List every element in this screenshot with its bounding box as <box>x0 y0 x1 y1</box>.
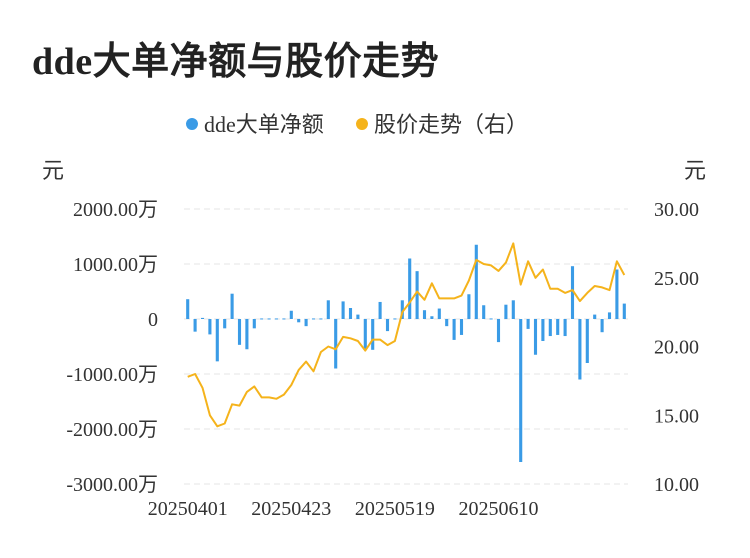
dde-bar <box>533 319 538 355</box>
dde-bar <box>260 318 264 320</box>
legend: dde大单净额 股价走势（右） <box>186 112 528 137</box>
dde-bar <box>482 305 486 319</box>
dde-bar <box>304 319 308 327</box>
dde-bar <box>585 319 589 363</box>
right-tick-label: 25.00 <box>654 268 699 290</box>
dde-bar <box>186 299 190 319</box>
dde-bar <box>311 318 316 320</box>
dde-bar <box>437 308 441 319</box>
legend-label-dde: dde大单净额 <box>204 112 324 137</box>
dde-bar <box>245 319 249 350</box>
left-tick-label: 2000.00万 <box>73 199 158 221</box>
dde-bar <box>563 319 567 337</box>
dde-bar <box>400 300 404 319</box>
dde-bar <box>452 319 456 340</box>
dde-bar <box>415 271 419 319</box>
dde-bar <box>600 319 604 333</box>
dde-bar <box>267 318 271 320</box>
legend-marker-dde <box>186 118 198 130</box>
dde-bar <box>474 244 478 319</box>
dde-bar <box>504 304 508 319</box>
dde-bar <box>570 266 575 319</box>
dde-bar <box>274 318 279 320</box>
dde-bar <box>193 319 197 332</box>
chart-title: dde大单净额与股价走势 <box>32 41 440 83</box>
x-tick-label: 20250423 <box>251 498 331 520</box>
dde-bars <box>186 244 626 462</box>
dde-bar <box>223 319 227 329</box>
dde-bar <box>496 319 501 343</box>
price-line-group <box>187 242 626 428</box>
dde-bar <box>519 319 523 462</box>
dde-bar <box>348 308 353 319</box>
dde-bar <box>385 319 390 332</box>
dde-bar <box>334 319 338 369</box>
dde-bar <box>200 317 205 319</box>
dde-bar <box>378 301 382 319</box>
dde-bar <box>326 300 330 319</box>
dde-bar <box>548 319 552 337</box>
dde-bar <box>208 319 212 335</box>
dde-bar <box>578 319 582 380</box>
right-axis-ticks: 30.00 25.00 20.00 15.00 10.00 <box>654 199 699 496</box>
dde-bar <box>489 318 493 320</box>
legend-label-price: 股价走势（右） <box>374 112 528 137</box>
right-tick-label: 30.00 <box>654 199 699 221</box>
left-tick-label: 1000.00万 <box>73 254 158 276</box>
left-axis-ticks: 2000.00万 1000.00万 0 -1000.00万 -2000.00万 -3000… <box>66 199 158 496</box>
right-tick-label: 20.00 <box>654 337 699 359</box>
dde-bar <box>363 319 367 350</box>
x-tick-label: 20250610 <box>459 498 539 520</box>
dde-bar <box>289 310 293 319</box>
dde-bar <box>607 312 612 319</box>
left-tick-label: -2000.00万 <box>66 419 158 441</box>
dde-bar <box>556 319 560 335</box>
dde-bar <box>356 314 360 319</box>
dde-bar <box>408 258 412 319</box>
legend-marker-price <box>356 118 368 130</box>
dde-bar <box>445 319 449 327</box>
dde-bar <box>422 310 427 319</box>
dde-bar <box>297 319 301 323</box>
right-tick-label: 10.00 <box>654 474 699 496</box>
dde-bar <box>511 300 515 319</box>
dde-bar <box>371 319 375 350</box>
left-tick-label: 0 <box>148 309 158 331</box>
left-tick-label: -3000.00万 <box>66 474 158 496</box>
x-tick-label: 20250401 <box>148 498 228 520</box>
dde-bar <box>526 319 530 329</box>
dde-bar <box>467 294 471 319</box>
dde-bar <box>215 319 219 362</box>
dde-bar <box>252 319 256 329</box>
x-tick-label: 20250519 <box>355 498 435 520</box>
dde-bar <box>393 318 397 320</box>
dde-bar <box>282 318 286 320</box>
dde-bar <box>237 319 242 345</box>
dde-bar <box>541 319 545 341</box>
dde-bar <box>230 293 234 319</box>
right-axis-unit: 元 <box>684 158 706 183</box>
dde-bar <box>430 316 434 319</box>
gridlines <box>184 208 628 485</box>
price-line <box>187 242 626 428</box>
dde-bar <box>319 318 323 320</box>
dde-bar <box>615 269 619 319</box>
dde-bar <box>459 319 464 335</box>
right-tick-label: 15.00 <box>654 405 699 427</box>
dde-bar <box>622 303 626 319</box>
dde-bar <box>341 301 345 319</box>
left-tick-label: -1000.00万 <box>66 364 158 386</box>
dde-bar <box>593 314 597 319</box>
x-axis-ticks: 20250401 20250423 20250519 20250610 <box>148 498 539 520</box>
left-axis-unit: 元 <box>42 158 64 183</box>
